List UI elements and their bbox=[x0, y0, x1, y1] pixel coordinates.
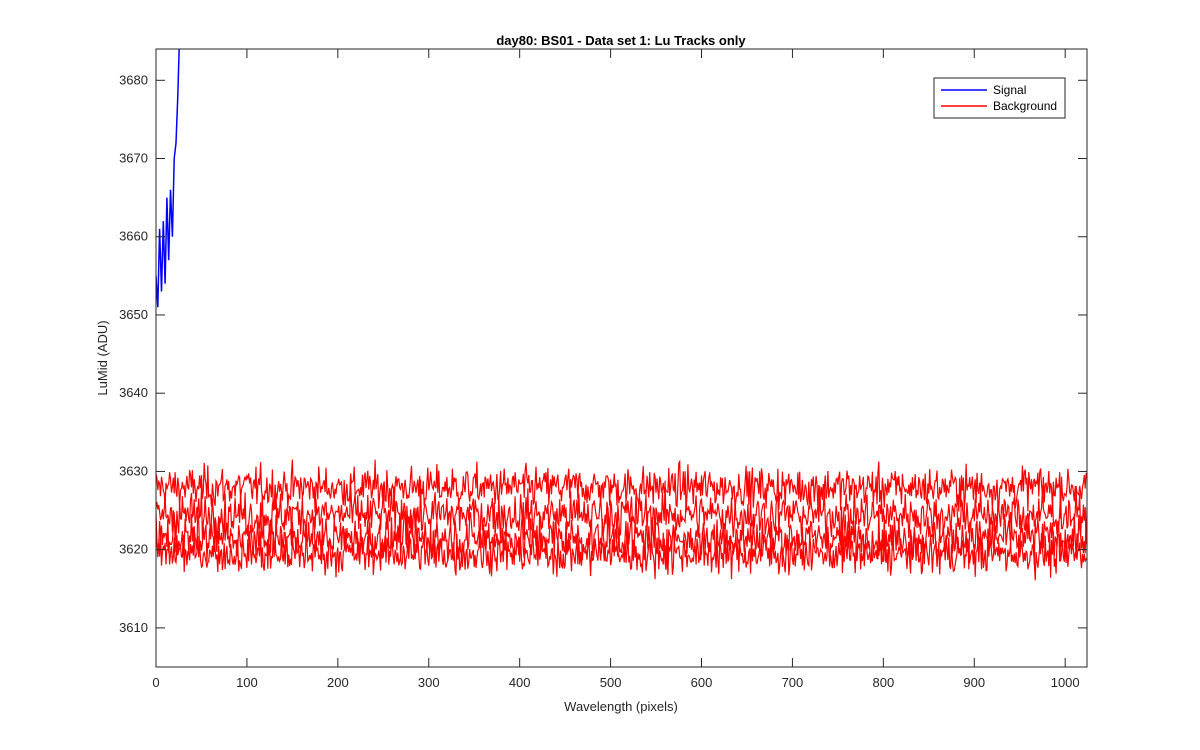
axes-box bbox=[155, 48, 1088, 668]
y-axis: 3610 3620 3630 3640 3650 3660 3670 3680 bbox=[119, 72, 1087, 635]
x-tick-label: 900 bbox=[963, 675, 985, 690]
y-tick-label: 3610 bbox=[119, 620, 148, 635]
background-line-4 bbox=[156, 526, 1087, 581]
plot-area bbox=[156, 49, 1087, 667]
x-tick-label: 200 bbox=[327, 675, 349, 690]
x-tick-label: 600 bbox=[691, 675, 713, 690]
y-tick-label: 3650 bbox=[119, 307, 148, 322]
legend: Signal Background bbox=[933, 77, 1066, 119]
x-tick-label: 700 bbox=[782, 675, 804, 690]
background-line-3 bbox=[156, 502, 1087, 570]
legend-label-background: Background bbox=[993, 99, 1057, 113]
chart-title: day80: BS01 - Data set 1: Lu Tracks only bbox=[496, 33, 746, 48]
legend-label-signal: Signal bbox=[993, 83, 1026, 97]
background-line-2 bbox=[156, 479, 1087, 548]
x-tick-label: 1000 bbox=[1051, 675, 1080, 690]
y-tick-label: 3660 bbox=[119, 229, 148, 244]
x-tick-label: 300 bbox=[418, 675, 440, 690]
x-axis: 0 100 200 300 400 500 600 700 800 900 1000 bbox=[152, 49, 1080, 690]
y-tick-label: 3680 bbox=[119, 72, 148, 87]
y-tick-label: 3620 bbox=[119, 542, 148, 557]
y-tick-label: 3640 bbox=[119, 385, 148, 400]
y-axis-title: LuMid (ADU) bbox=[95, 320, 110, 395]
signal-line bbox=[156, 49, 180, 308]
x-axis-title: Wavelength (pixels) bbox=[564, 699, 678, 714]
x-tick-label: 100 bbox=[236, 675, 258, 690]
y-tick-label: 3630 bbox=[119, 463, 148, 478]
legend-box bbox=[933, 77, 1066, 119]
x-tick-label: 800 bbox=[872, 675, 894, 690]
y-tick-label: 3670 bbox=[119, 151, 148, 166]
x-tick-label: 400 bbox=[509, 675, 531, 690]
series-layer bbox=[156, 49, 1087, 581]
background-line-1 bbox=[156, 459, 1087, 519]
x-tick-label: 500 bbox=[600, 675, 622, 690]
x-tick-label: 0 bbox=[152, 675, 159, 690]
